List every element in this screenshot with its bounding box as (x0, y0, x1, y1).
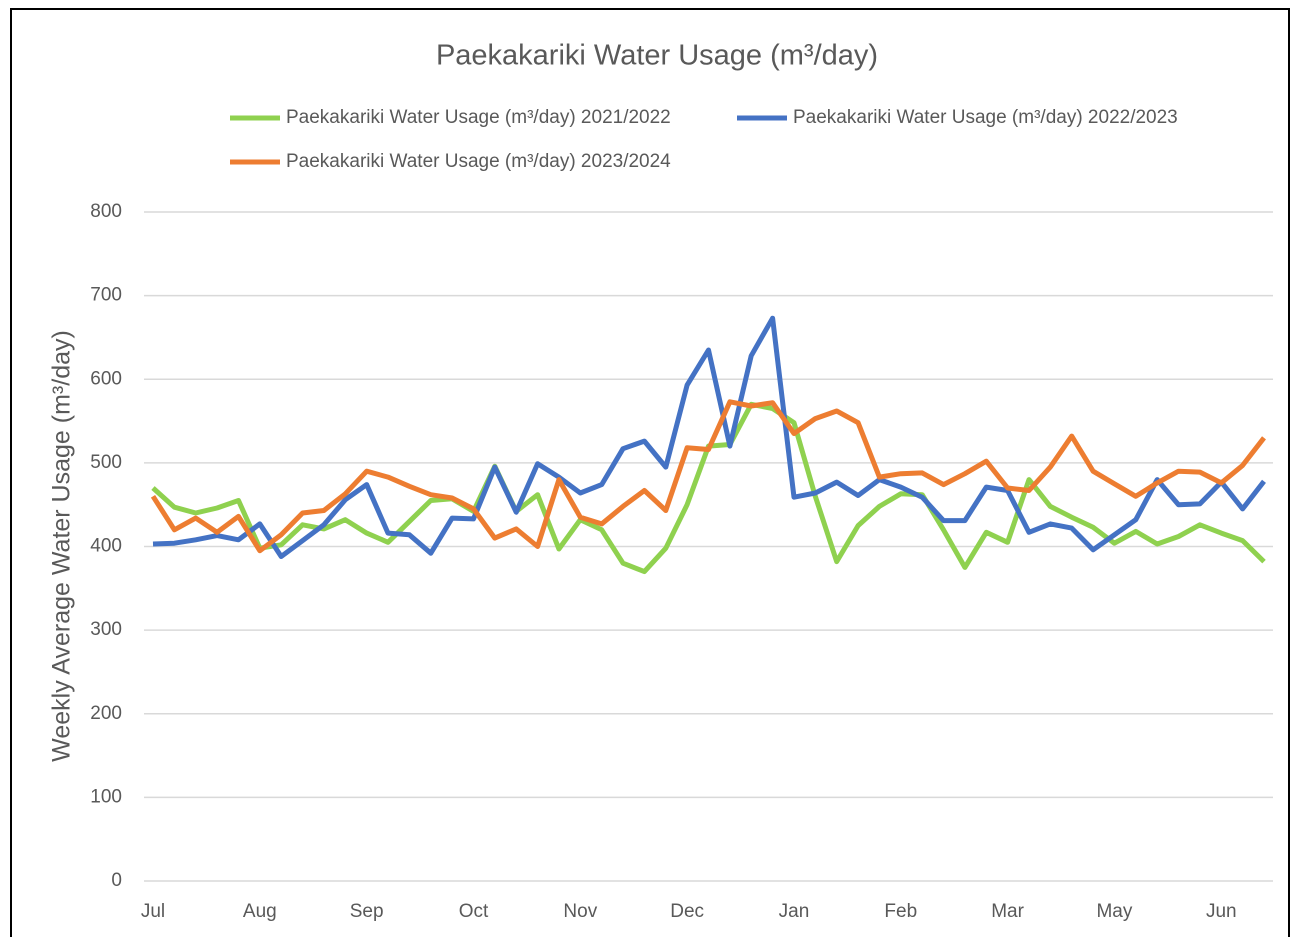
series-line (150, 399, 1266, 554)
y-tick-label: 300 (90, 619, 122, 640)
x-tick-label: Jun (1206, 901, 1237, 922)
y-axis-title: Weekly Average Water Usage (m³/day) (48, 330, 76, 762)
x-tick-label: May (1096, 901, 1132, 922)
y-tick-label: 100 (90, 786, 122, 807)
series-line (152, 315, 1266, 559)
chart-title: Paekakariki Water Usage (m³/day) (436, 40, 878, 72)
chart-frame (10, 8, 1290, 937)
y-tick-label: 600 (90, 368, 122, 389)
legend-label: Paekakariki Water Usage (m³/day) 2021/20… (286, 107, 671, 128)
x-tick-label: Dec (670, 901, 704, 922)
x-tick-label: Jul (141, 901, 165, 922)
y-tick-label: 200 (90, 703, 122, 724)
x-tick-label: Nov (563, 901, 597, 922)
legend-label: Paekakariki Water Usage (m³/day) 2023/20… (286, 151, 671, 172)
x-tick-label: Mar (991, 901, 1024, 922)
x-tick-label: Jan (779, 901, 810, 922)
x-tick-label: Oct (459, 901, 489, 922)
y-tick-label: 0 (111, 870, 122, 891)
y-tick-label: 400 (90, 536, 122, 557)
y-tick-label: 700 (90, 285, 122, 306)
x-tick-label: Sep (350, 901, 384, 922)
legend-label: Paekakariki Water Usage (m³/day) 2022/20… (793, 107, 1178, 128)
y-tick-label: 500 (90, 452, 122, 473)
x-tick-label: Feb (884, 901, 917, 922)
y-tick-label: 800 (90, 201, 122, 222)
x-tick-label: Aug (243, 901, 277, 922)
